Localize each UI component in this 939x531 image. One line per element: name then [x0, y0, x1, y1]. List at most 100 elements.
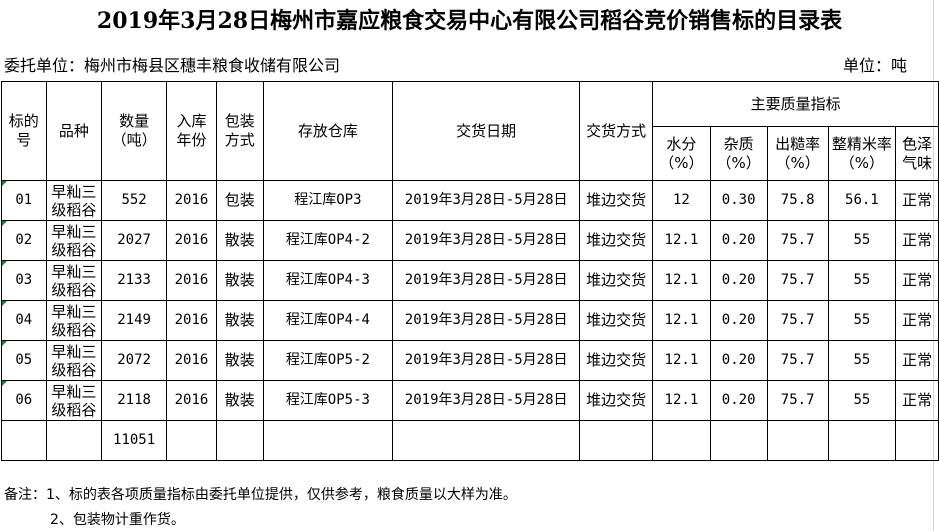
cell-date: 2019年3月28日-5月28日 — [392, 180, 581, 221]
cell-method: 堆边交货 — [579, 380, 654, 421]
cell-qty: 2133 — [101, 260, 168, 301]
consignor: 委托单位：梅州市梅县区穗丰粮食收储有限公司 — [4, 56, 341, 75]
cell-marker-icon — [2, 341, 7, 346]
cell-qty: 2149 — [101, 300, 168, 341]
cell-variety: 早籼三级稻谷 — [45, 260, 103, 301]
cell-method: 堆边交货 — [579, 260, 654, 301]
cell-impurity: 0.20 — [709, 260, 768, 301]
cell-pack: 散装 — [215, 340, 264, 381]
cell-impurity: 0.20 — [709, 220, 768, 261]
cell-variety: 早籼三级稻谷 — [45, 300, 103, 341]
cell-variety: 早籼三级稻谷 — [45, 380, 103, 421]
cell-lot: 03 — [1, 260, 47, 301]
header-whole: 整精米率（%） — [827, 126, 897, 181]
header-rough: 出糙率（%） — [766, 126, 829, 181]
cell-whole: 55 — [827, 300, 897, 341]
cell-date: 2019年3月28日-5月28日 — [392, 260, 581, 301]
cell-year: 2016 — [166, 220, 217, 261]
cell-date: 2019年3月28日-5月28日 — [392, 220, 581, 261]
header-qty: 数量（吨） — [101, 81, 168, 181]
cell-color: 正常 — [895, 300, 939, 341]
cell-rough: 75.7 — [766, 380, 829, 421]
cell-pack: 散装 — [215, 300, 264, 341]
total-cell-impurity — [709, 420, 768, 461]
total-cell-color — [895, 420, 939, 461]
total-cell-method — [579, 420, 654, 461]
cell-pack: 包装 — [215, 180, 264, 221]
table-row: 04 早籼三级稻谷 2149 2016 散装 程江库OP4-4 2019年3月28日-5月2… — [1, 300, 939, 341]
cell-impurity: 0.20 — [709, 380, 768, 421]
cell-date: 2019年3月28日-5月28日 — [392, 380, 581, 421]
cell-variety: 早籼三级稻谷 — [45, 180, 103, 221]
cell-variety: 早籼三级稻谷 — [45, 220, 103, 261]
total-cell-rough — [766, 420, 829, 461]
cell-lot: 06 — [1, 380, 47, 421]
cell-date: 2019年3月28日-5月28日 — [392, 340, 581, 381]
cell-color: 正常 — [895, 180, 939, 221]
cell-variety: 早籼三级稻谷 — [45, 340, 103, 381]
cell-lot: 04 — [1, 300, 47, 341]
cell-color: 正常 — [895, 380, 939, 421]
total-row: 11051 — [1, 420, 939, 461]
cell-year: 2016 — [166, 300, 217, 341]
header-store: 存放仓库 — [262, 81, 394, 181]
cell-impurity: 0.20 — [709, 300, 768, 341]
cell-marker-icon — [2, 381, 7, 386]
header-pack: 包装方式 — [215, 81, 264, 181]
total-cell-pack — [215, 420, 264, 461]
cell-whole: 55 — [827, 260, 897, 301]
cell-qty: 2118 — [101, 380, 168, 421]
table-row: 03 早籼三级稻谷 2133 2016 散装 程江库OP4-3 2019年3月28日-5月2… — [1, 260, 939, 301]
cell-year: 2016 — [166, 380, 217, 421]
cell-year: 2016 — [166, 180, 217, 221]
cell-moisture: 12.1 — [652, 300, 711, 341]
cell-store: 程江库OP4-4 — [262, 300, 394, 341]
total-cell-lot — [1, 420, 47, 461]
total-cell-qty: 11051 — [101, 420, 168, 461]
cell-store: 程江库OP5-3 — [262, 380, 394, 421]
cell-whole: 55 — [827, 340, 897, 381]
cell-lot: 01 — [1, 180, 47, 221]
cell-color: 正常 — [895, 260, 939, 301]
cell-method: 堆边交货 — [579, 180, 654, 221]
cell-impurity: 0.30 — [709, 180, 768, 221]
cell-lot: 02 — [1, 220, 47, 261]
header-date: 交货日期 — [392, 81, 581, 181]
cell-lot: 05 — [1, 340, 47, 381]
header-quality: 主要质量指标 — [652, 81, 939, 127]
cell-qty: 552 — [101, 180, 168, 221]
cell-pack: 散装 — [215, 260, 264, 301]
cell-moisture: 12.1 — [652, 380, 711, 421]
total-cell-year — [166, 420, 217, 461]
table-row: 06 早籼三级稻谷 2118 2016 散装 程江库OP5-3 2019年3月28日-5月2… — [1, 380, 939, 421]
note-2: 2、包装物计重作货。 — [50, 512, 185, 528]
cell-whole: 56.1 — [827, 180, 897, 221]
total-cell-store — [262, 420, 394, 461]
cell-rough: 75.8 — [766, 180, 829, 221]
cell-qty: 2072 — [101, 340, 168, 381]
cell-marker-icon — [2, 181, 7, 186]
cell-marker-icon — [2, 301, 7, 306]
cell-rough: 75.7 — [766, 220, 829, 261]
cell-color: 正常 — [895, 340, 939, 381]
cell-rough: 75.7 — [766, 340, 829, 381]
cell-rough: 75.7 — [766, 260, 829, 301]
header-color: 色泽气味 — [895, 126, 939, 181]
table-row: 01 早籼三级稻谷 552 2016 包装 程江库OP3 2019年3月28日-5月28日堆… — [1, 180, 939, 221]
page-title: 2019年3月28日梅州市嘉应粮食交易中心有限公司稻谷竞价销售标的目录表 — [96, 8, 843, 34]
total-cell-moisture — [652, 420, 711, 461]
cell-year: 2016 — [166, 340, 217, 381]
cell-pack: 散装 — [215, 220, 264, 261]
cell-whole: 55 — [827, 380, 897, 421]
cell-color: 正常 — [895, 220, 939, 261]
cell-qty: 2027 — [101, 220, 168, 261]
cell-marker-icon — [2, 261, 7, 266]
unit-label: 单位：吨 — [843, 56, 908, 75]
header-lot: 标的号 — [1, 81, 47, 181]
cell-moisture: 12 — [652, 180, 711, 221]
cell-pack: 散装 — [215, 380, 264, 421]
cell-moisture: 12.1 — [652, 260, 711, 301]
cell-store: 程江库OP4-3 — [262, 260, 394, 301]
cell-store: 程江库OP4-2 — [262, 220, 394, 261]
header-variety: 品种 — [45, 81, 103, 181]
